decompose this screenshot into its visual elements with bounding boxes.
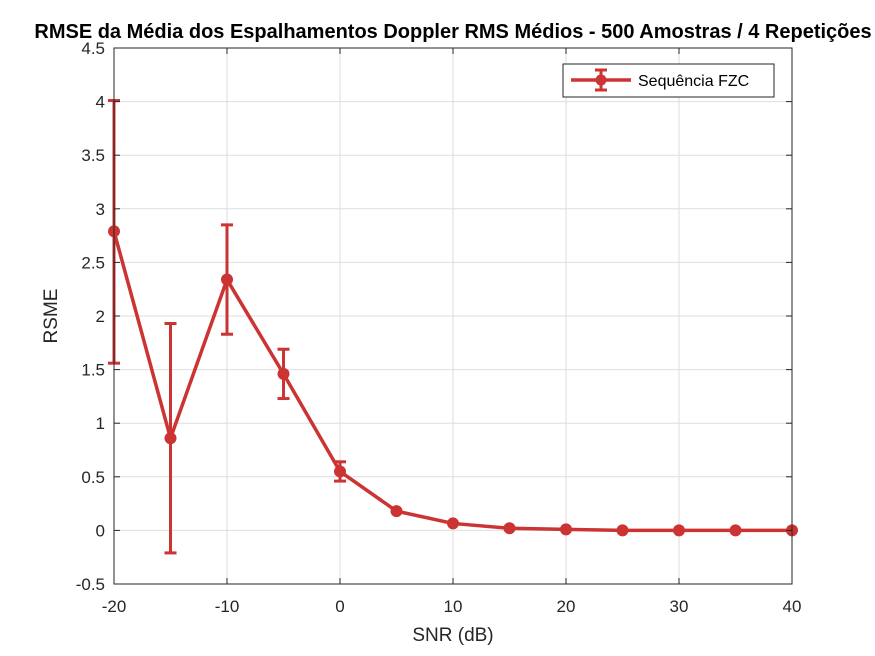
y-tick-label: 0 [96,521,105,540]
y-tick-label: 4.5 [81,39,105,58]
x-tick-label: 0 [335,597,344,616]
x-tick-label: -20 [102,597,127,616]
data-point [729,524,742,537]
legend[interactable]: Sequência FZC [562,63,775,98]
x-axis-label: SNR (dB) [412,625,493,646]
legend-entry-label: Sequência FZC [638,73,749,90]
x-tick-label: -10 [215,597,240,616]
x-tick-label: 30 [670,597,689,616]
y-tick-label: 4 [96,93,105,112]
y-tick-label: 1.5 [81,361,105,380]
data-point [390,505,403,518]
data-point [277,367,290,380]
y-tick-label: -0.5 [76,575,105,594]
data-point [560,523,572,536]
x-tick-label: 40 [783,597,802,616]
x-tick-label: 10 [444,597,463,616]
y-tick-label: 2 [96,307,105,326]
data-point [616,524,629,537]
legend-point [595,74,607,86]
y-tick-label: 3 [96,200,105,219]
y-tick-label: 3.5 [81,146,105,165]
data-point [334,465,346,478]
data-point [503,522,516,535]
data-point [221,273,233,286]
y-tick-label: 0.5 [81,468,105,487]
data-point [673,524,685,537]
ticks: -20 -10 0 10 20 30 40 -0.5 0 0.5 1 1.5 2 2.5 3 3.5 4 4.5 [76,39,802,616]
chart-title: RMSE da Média dos Espalhamentos Doppler … [34,21,871,43]
x-tick-label: 20 [557,597,576,616]
data-point [164,432,177,445]
y-tick-label: 1 [96,414,105,433]
data-point [447,517,459,530]
y-axis-label: RSME [41,289,62,344]
y-tick-label: 2.5 [81,253,105,272]
legend-marker [571,68,631,92]
